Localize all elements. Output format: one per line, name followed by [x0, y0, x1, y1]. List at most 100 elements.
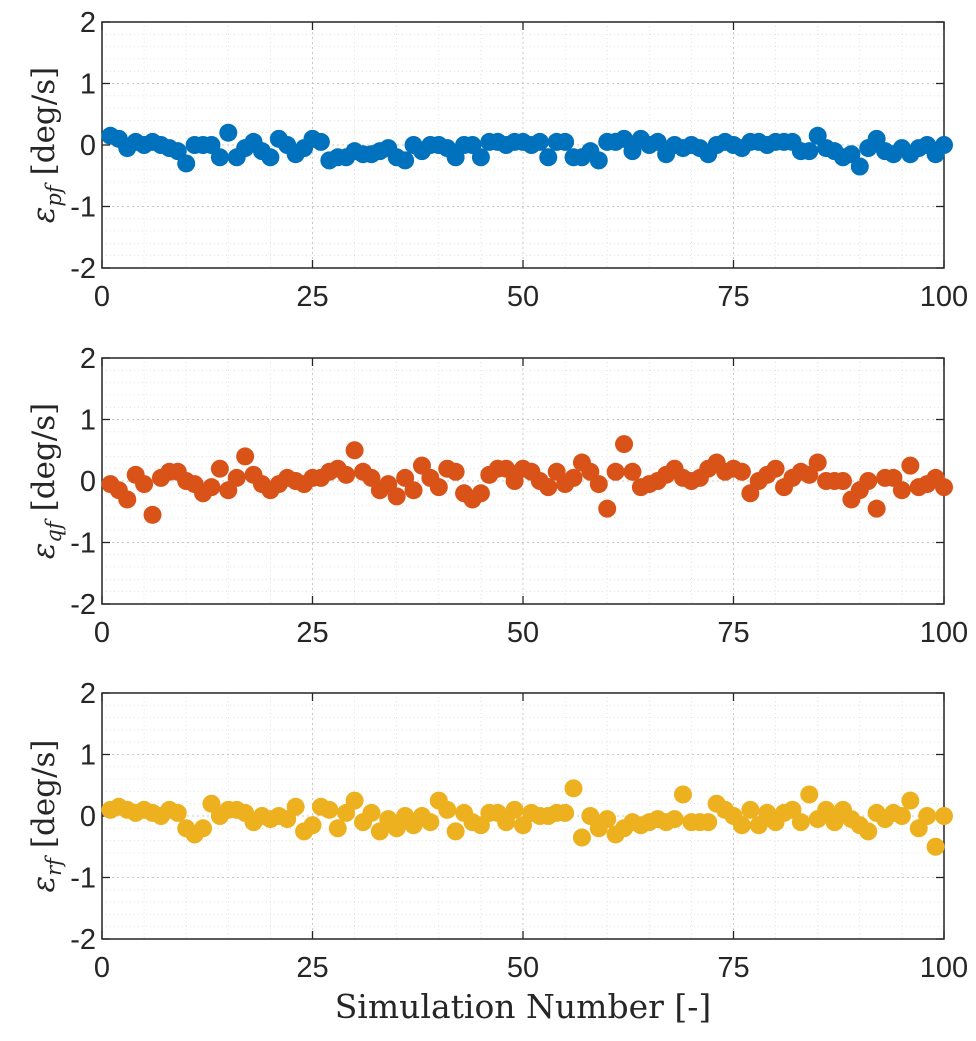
y-tick-label: 1 — [80, 405, 96, 437]
data-point — [387, 487, 406, 506]
data-point — [935, 478, 953, 497]
data-point — [892, 807, 911, 825]
data-point — [800, 142, 819, 161]
data-point — [471, 148, 490, 167]
x-axis-label: Simulation Number [-] — [335, 987, 712, 1026]
data-point — [935, 136, 953, 154]
data-point — [210, 148, 229, 167]
data-point — [598, 810, 617, 829]
y-axis-label: εpf [deg/s] — [26, 67, 66, 223]
data-point — [303, 816, 322, 835]
y-tick-label: 2 — [80, 7, 96, 39]
data-point — [421, 813, 440, 832]
data-point — [808, 453, 827, 472]
data-point — [800, 785, 819, 804]
data-point — [589, 151, 608, 170]
x-tick-label: 75 — [717, 281, 749, 313]
x-tick-label: 25 — [296, 617, 328, 649]
y-axis-label-symbol: ε — [26, 207, 62, 224]
data-point — [311, 132, 330, 151]
data-point — [396, 151, 415, 170]
data-point — [135, 475, 154, 494]
y-tick-label: -1 — [70, 528, 96, 560]
x-tick-label: 25 — [296, 281, 328, 313]
data-point — [732, 462, 751, 481]
x-tick-label: 100 — [920, 952, 968, 984]
data-series — [101, 123, 953, 176]
data-point — [766, 459, 785, 478]
data-point — [673, 785, 692, 804]
x-tick-label: 25 — [296, 952, 328, 984]
data-point — [471, 484, 490, 503]
data-point — [901, 456, 920, 475]
data-point — [606, 462, 625, 481]
data-point — [286, 797, 305, 816]
data-point — [935, 807, 953, 825]
data-point — [918, 807, 937, 825]
data-point — [859, 472, 878, 490]
y-axis-label-symbol: ε — [26, 876, 62, 893]
data-point — [699, 813, 718, 832]
data-point — [337, 465, 356, 484]
y-axis-label: εqf [deg/s] — [26, 403, 66, 559]
data-point — [118, 490, 137, 509]
x-tick-label: 50 — [507, 281, 539, 313]
data-point — [901, 791, 920, 810]
data-point — [505, 800, 524, 819]
data-point — [194, 819, 213, 838]
x-tick-label: 100 — [920, 281, 968, 313]
data-point — [236, 447, 255, 466]
data-point — [345, 791, 364, 810]
data-point — [926, 837, 945, 856]
x-tick-label: 0 — [94, 617, 110, 649]
x-tick-label: 0 — [94, 281, 110, 313]
x-tick-label: 50 — [507, 617, 539, 649]
data-point — [177, 154, 196, 173]
y-axis-label-subscript: pf — [42, 182, 66, 206]
y-axis-label-subscript: qf — [42, 518, 66, 542]
data-point — [210, 459, 229, 478]
y-tick-label: -2 — [70, 589, 96, 621]
data-point — [598, 499, 617, 518]
data-point — [615, 435, 634, 454]
y-tick-label: 2 — [80, 343, 96, 375]
data-point — [202, 478, 221, 497]
data-point — [539, 478, 558, 497]
data-point — [320, 800, 339, 819]
data-point — [564, 779, 583, 798]
y-tick-label: 0 — [80, 801, 96, 833]
data-point — [732, 816, 751, 835]
x-tick-label: 75 — [717, 952, 749, 984]
data-point — [328, 819, 347, 838]
y-tick-label: 1 — [80, 69, 96, 101]
data-point — [665, 810, 684, 829]
data-point — [859, 822, 878, 841]
data-point — [741, 800, 760, 819]
data-point — [564, 468, 583, 487]
y-tick-label: -1 — [70, 863, 96, 895]
data-point — [345, 441, 364, 460]
data-point — [867, 499, 886, 518]
data-point — [429, 478, 448, 497]
y-axis-label-symbol: ε — [26, 543, 62, 560]
y-tick-label: 2 — [80, 678, 96, 710]
data-point — [850, 157, 869, 176]
data-point — [833, 472, 852, 490]
data-point — [261, 148, 280, 167]
data-point — [556, 132, 575, 151]
data-point — [572, 828, 591, 847]
y-tick-label: -2 — [70, 924, 96, 956]
y-axis-label-units: [deg/s] — [26, 67, 62, 176]
y-tick-label: 0 — [80, 466, 96, 498]
data-point — [219, 123, 238, 142]
x-tick-label: 100 — [920, 617, 968, 649]
y-tick-label: 0 — [80, 130, 96, 162]
data-point — [143, 505, 162, 524]
data-point — [556, 803, 575, 822]
data-point — [589, 475, 608, 494]
data-point — [362, 803, 381, 822]
y-tick-label: -1 — [70, 192, 96, 224]
y-tick-label: 1 — [80, 740, 96, 772]
